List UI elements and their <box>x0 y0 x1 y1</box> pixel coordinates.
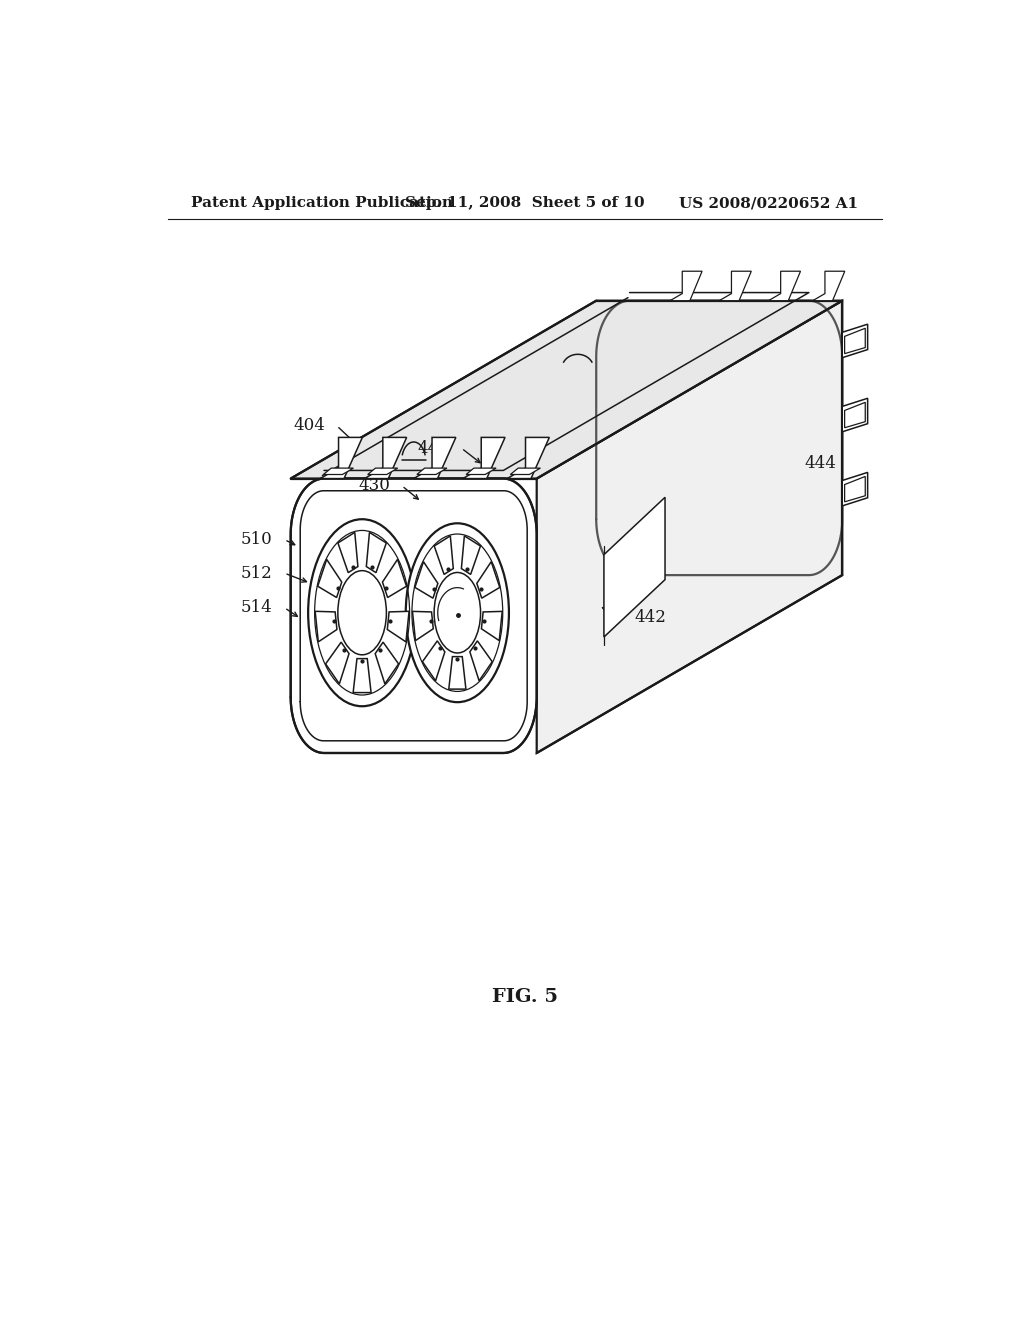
Polygon shape <box>375 642 398 684</box>
Polygon shape <box>365 437 407 479</box>
Text: 514: 514 <box>241 599 272 616</box>
Polygon shape <box>383 560 407 598</box>
Polygon shape <box>291 479 537 752</box>
Polygon shape <box>466 469 496 474</box>
Polygon shape <box>481 611 502 640</box>
Polygon shape <box>415 562 438 598</box>
Polygon shape <box>477 562 500 598</box>
Ellipse shape <box>338 570 386 655</box>
Polygon shape <box>387 611 409 642</box>
Ellipse shape <box>308 519 416 706</box>
Text: 430: 430 <box>358 478 390 494</box>
Polygon shape <box>845 329 865 354</box>
Polygon shape <box>368 469 397 474</box>
Polygon shape <box>845 477 865 502</box>
Polygon shape <box>462 536 480 574</box>
Text: 404: 404 <box>293 417 325 434</box>
Text: 442: 442 <box>634 610 667 626</box>
Polygon shape <box>470 642 493 681</box>
Polygon shape <box>315 611 337 642</box>
Polygon shape <box>463 437 505 479</box>
Polygon shape <box>324 469 353 474</box>
Text: 510: 510 <box>241 531 272 548</box>
Text: FIG. 5: FIG. 5 <box>492 987 558 1006</box>
Polygon shape <box>338 532 358 573</box>
Polygon shape <box>507 437 549 479</box>
Polygon shape <box>449 656 466 689</box>
Text: 440: 440 <box>418 440 450 457</box>
Polygon shape <box>604 498 665 638</box>
Text: US 2008/0220652 A1: US 2008/0220652 A1 <box>679 197 858 210</box>
Polygon shape <box>842 473 867 506</box>
Polygon shape <box>845 403 865 428</box>
Polygon shape <box>291 301 842 479</box>
Polygon shape <box>423 642 444 681</box>
Polygon shape <box>842 325 867 358</box>
Polygon shape <box>434 536 454 574</box>
Polygon shape <box>813 271 845 301</box>
Polygon shape <box>326 642 349 684</box>
Text: Patent Application Publication: Patent Application Publication <box>191 197 454 210</box>
Polygon shape <box>537 301 842 752</box>
Polygon shape <box>670 271 702 301</box>
Polygon shape <box>367 532 386 573</box>
Polygon shape <box>317 560 342 598</box>
Polygon shape <box>413 611 433 640</box>
Polygon shape <box>768 271 801 301</box>
Text: 512: 512 <box>241 565 272 582</box>
Ellipse shape <box>406 523 509 702</box>
Text: Sep. 11, 2008  Sheet 5 of 10: Sep. 11, 2008 Sheet 5 of 10 <box>404 197 645 210</box>
Polygon shape <box>321 437 362 479</box>
Polygon shape <box>842 399 867 432</box>
Polygon shape <box>353 659 371 693</box>
Polygon shape <box>510 469 541 474</box>
Ellipse shape <box>434 573 480 653</box>
Polygon shape <box>719 271 752 301</box>
Text: 444: 444 <box>804 455 836 471</box>
Polygon shape <box>414 437 456 479</box>
Polygon shape <box>417 469 446 474</box>
